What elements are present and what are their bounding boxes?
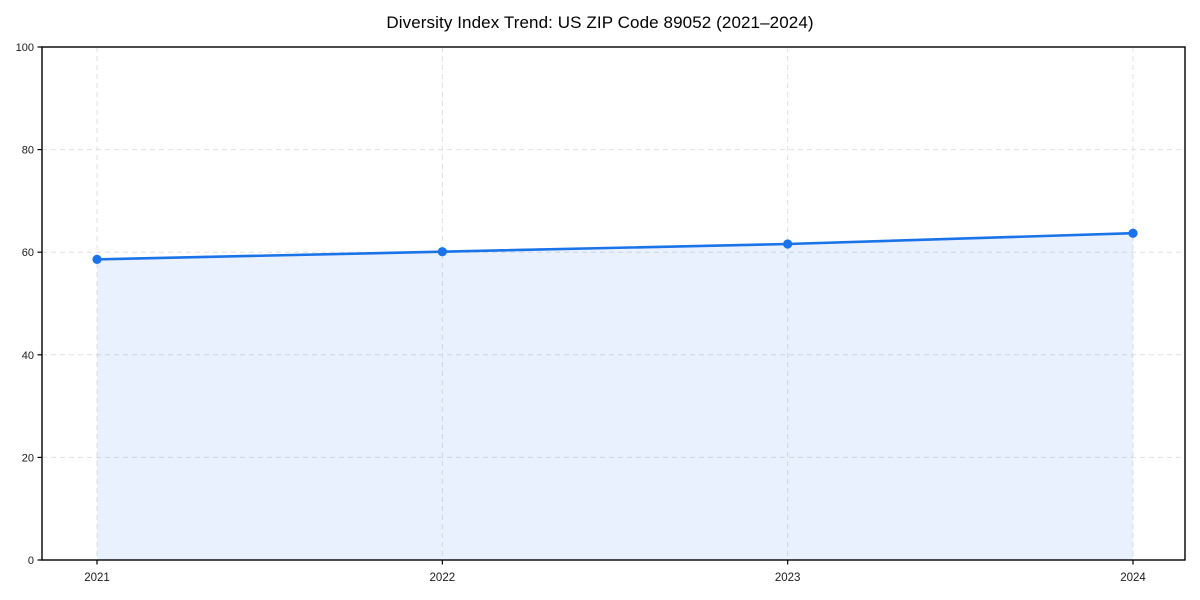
y-axis-tick-label: 0: [28, 555, 34, 567]
y-axis-tick-label: 40: [22, 350, 34, 362]
y-axis-tick-label: 60: [22, 247, 34, 259]
area-fill: [97, 233, 1133, 560]
chart-title: Diversity Index Trend: US ZIP Code 89052…: [386, 13, 814, 32]
x-axis-tick-label: 2024: [1120, 572, 1146, 584]
plot-border: [41, 46, 1186, 561]
x-axis-tick-label: 2021: [84, 572, 110, 584]
data-point-2024: [1128, 228, 1138, 238]
data-point-2022: [437, 247, 447, 257]
y-axis-tick-label: 20: [22, 452, 34, 464]
x-axis-tick-label: 2022: [430, 572, 456, 584]
x-axis-tick-label: 2023: [775, 572, 801, 584]
data-point-2023: [783, 239, 793, 249]
trend-line: [95, 231, 1135, 261]
y-axis-tick-label: 80: [22, 145, 34, 157]
y-axis-tick-label: 100: [16, 42, 34, 54]
data-point-2021: [92, 254, 102, 264]
